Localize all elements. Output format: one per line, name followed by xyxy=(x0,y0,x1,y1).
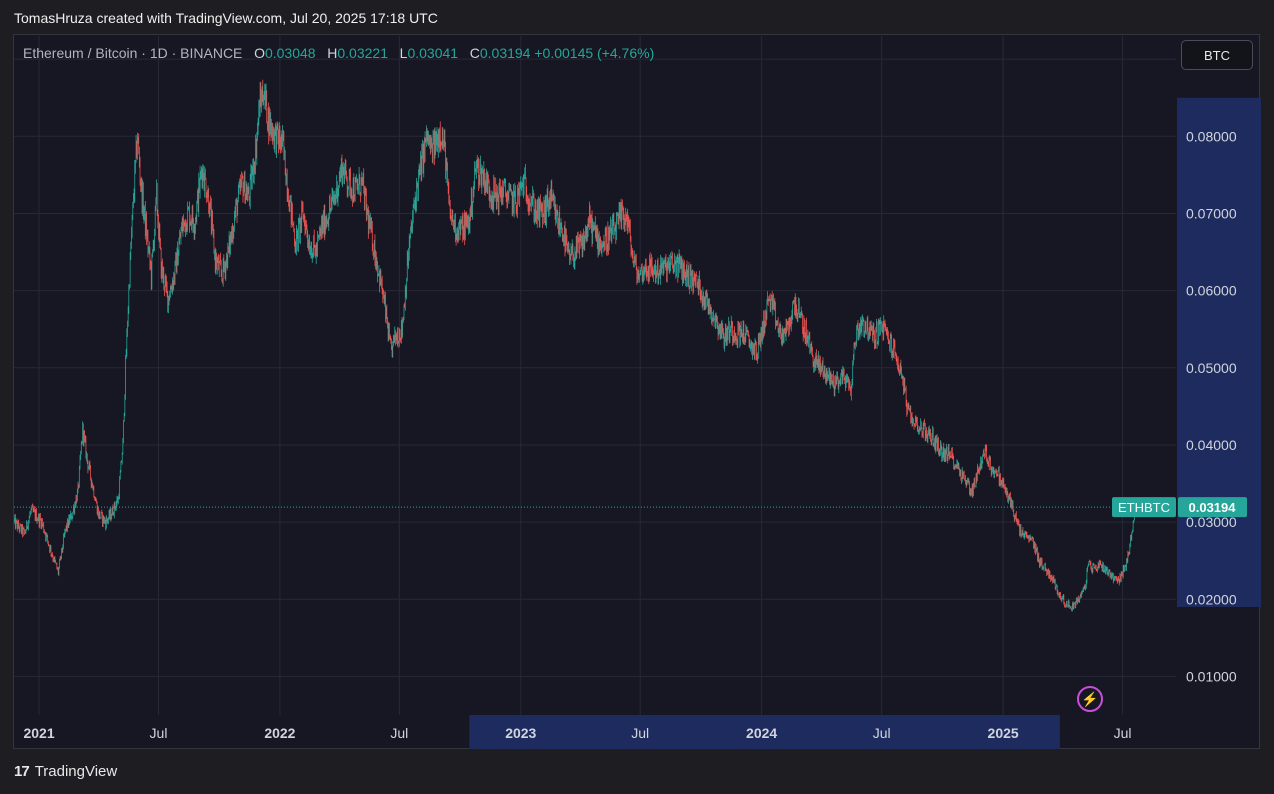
time-tick-label: 2023 xyxy=(505,725,536,741)
chart-credit: TomasHruza created with TradingView.com,… xyxy=(14,10,438,26)
tradingview-brand[interactable]: 17 TradingView xyxy=(14,763,117,780)
price-tick-label: 0.07000 xyxy=(1186,205,1237,221)
open-label: O xyxy=(254,45,265,61)
last-price-tag: ETHBTC 0.03194 xyxy=(1112,497,1247,518)
close-value: 0.03194 xyxy=(479,45,531,61)
time-tick-label: Jul xyxy=(873,725,891,741)
open-value: 0.03048 xyxy=(264,45,316,61)
symbol-legend: Ethereum / Bitcoin · 1D · BINANCE O0.030… xyxy=(23,45,654,61)
currency-button[interactable]: BTC xyxy=(1181,40,1253,70)
time-tick-label: 2021 xyxy=(23,725,54,741)
time-tick-label: Jul xyxy=(631,725,649,741)
time-tick-label: 2022 xyxy=(264,725,295,741)
price-tick-label: 0.03000 xyxy=(1186,514,1237,530)
price-tick-label: 0.04000 xyxy=(1186,437,1237,453)
time-tick-label: Jul xyxy=(1114,725,1132,741)
high-value: 0.03221 xyxy=(337,45,388,61)
low-value: 0.03041 xyxy=(407,45,459,61)
price-tick-label: 0.05000 xyxy=(1186,360,1237,376)
time-axis-highlight xyxy=(469,715,1060,749)
tradingview-logo: 17 xyxy=(14,763,30,780)
high-label: H xyxy=(327,45,338,61)
low-label: L xyxy=(399,45,408,61)
time-tick-label: Jul xyxy=(390,725,408,741)
price-tag-symbol: ETHBTC xyxy=(1118,500,1170,515)
price-tick-label: 0.08000 xyxy=(1186,128,1237,144)
price-tick-label: 0.01000 xyxy=(1186,668,1237,684)
time-axis[interactable]: 2021 Jul 2022 Jul 2023 Jul 2024 Jul 2025 Jul xyxy=(23,725,1131,741)
grid-lines xyxy=(14,36,1176,715)
lightning-icon[interactable]: ⚡ xyxy=(1077,686,1103,712)
time-tick-label: Jul xyxy=(150,725,168,741)
price-tag-value: 0.03194 xyxy=(1189,500,1237,515)
symbol-name: Ethereum / Bitcoin · 1D · BINANCE xyxy=(23,45,243,61)
price-tick-label: 0.02000 xyxy=(1186,591,1237,607)
price-axis: 0.090000.080000.070000.060000.050000.040… xyxy=(1186,51,1237,684)
time-tick-label: 2024 xyxy=(746,725,777,741)
price-axis-highlight xyxy=(1177,97,1261,607)
time-tick-label: 2025 xyxy=(988,725,1019,741)
change-value: +0.00145 (+4.76%) xyxy=(534,45,655,61)
price-tick-label: 0.06000 xyxy=(1186,283,1237,299)
candle-series xyxy=(14,79,1136,612)
brand-name: TradingView xyxy=(34,763,118,780)
close-label: C xyxy=(469,45,480,61)
